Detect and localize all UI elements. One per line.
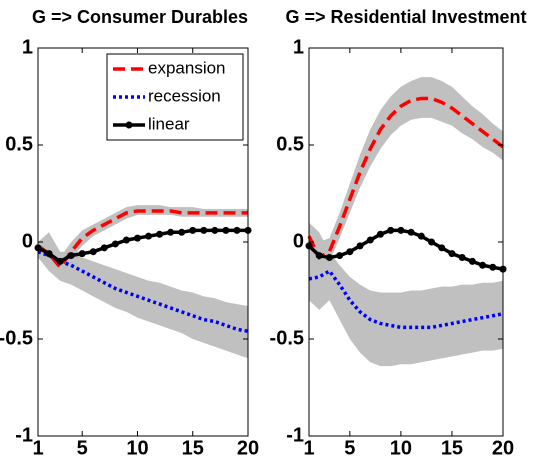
marker — [178, 228, 186, 236]
marker — [233, 226, 241, 234]
series-line — [36, 209, 248, 271]
y-tick-label: 0.5 — [5, 133, 33, 155]
y-tick-label: 1 — [22, 36, 33, 58]
marker — [448, 250, 456, 258]
marker — [479, 261, 487, 269]
marker — [325, 254, 333, 262]
marker — [315, 252, 323, 260]
x-tick-label: 15 — [441, 437, 463, 459]
y-tick-label: 0 — [293, 230, 304, 252]
marker — [346, 248, 354, 256]
y-tick-label: -1 — [15, 424, 33, 446]
y-tick-label: -0.5 — [270, 327, 304, 349]
x-tick-label: 5 — [344, 437, 355, 459]
y-tick-label: 0.5 — [276, 133, 304, 155]
marker — [122, 236, 130, 244]
marker — [222, 226, 230, 234]
marker — [45, 250, 53, 258]
confidence-band — [309, 222, 503, 367]
x-tick-label: 15 — [182, 437, 204, 459]
series-line — [37, 250, 249, 333]
marker — [468, 257, 476, 265]
marker — [366, 236, 374, 244]
legend-label: linear — [148, 114, 190, 133]
marker — [376, 230, 384, 238]
marker — [489, 263, 497, 271]
marker — [397, 226, 405, 234]
x-tick-label: 5 — [77, 437, 88, 459]
marker — [167, 228, 175, 236]
marker — [89, 248, 97, 256]
x-tick-label: 10 — [126, 437, 148, 459]
marker — [428, 238, 436, 246]
marker — [189, 226, 197, 234]
y-tick-label: 1 — [293, 36, 304, 58]
marker — [458, 254, 466, 262]
marker — [438, 244, 446, 252]
x-tick-label: 20 — [237, 437, 259, 459]
x-tick-label: 10 — [390, 437, 412, 459]
marker — [356, 242, 364, 250]
marker — [200, 226, 208, 234]
marker — [67, 252, 75, 260]
marker — [387, 226, 395, 234]
marker — [407, 228, 415, 236]
series-line — [308, 268, 504, 330]
y-tick-label: -1 — [286, 424, 304, 446]
chart-title: G => Residential Investment — [285, 7, 526, 27]
y-tick-label: -0.5 — [0, 327, 33, 349]
x-tick-label: 1 — [32, 437, 43, 459]
marker — [133, 234, 141, 242]
legend-label: expansion — [148, 58, 226, 77]
marker — [417, 232, 425, 240]
marker — [156, 230, 164, 238]
chart-title: G => Consumer Durables — [32, 7, 248, 27]
legend-marker — [125, 121, 133, 129]
series-line — [307, 96, 505, 260]
marker — [56, 257, 64, 265]
confidence-band — [309, 77, 503, 270]
x-tick-label: 20 — [492, 437, 514, 459]
marker — [100, 244, 108, 252]
marker — [336, 252, 344, 260]
x-tick-label: 1 — [303, 437, 314, 459]
legend-label: recession — [148, 86, 221, 105]
y-tick-label: 0 — [22, 230, 33, 252]
confidence-band — [38, 232, 248, 359]
marker — [145, 232, 153, 240]
marker — [78, 250, 86, 258]
marker — [211, 226, 219, 234]
marker — [111, 240, 119, 248]
